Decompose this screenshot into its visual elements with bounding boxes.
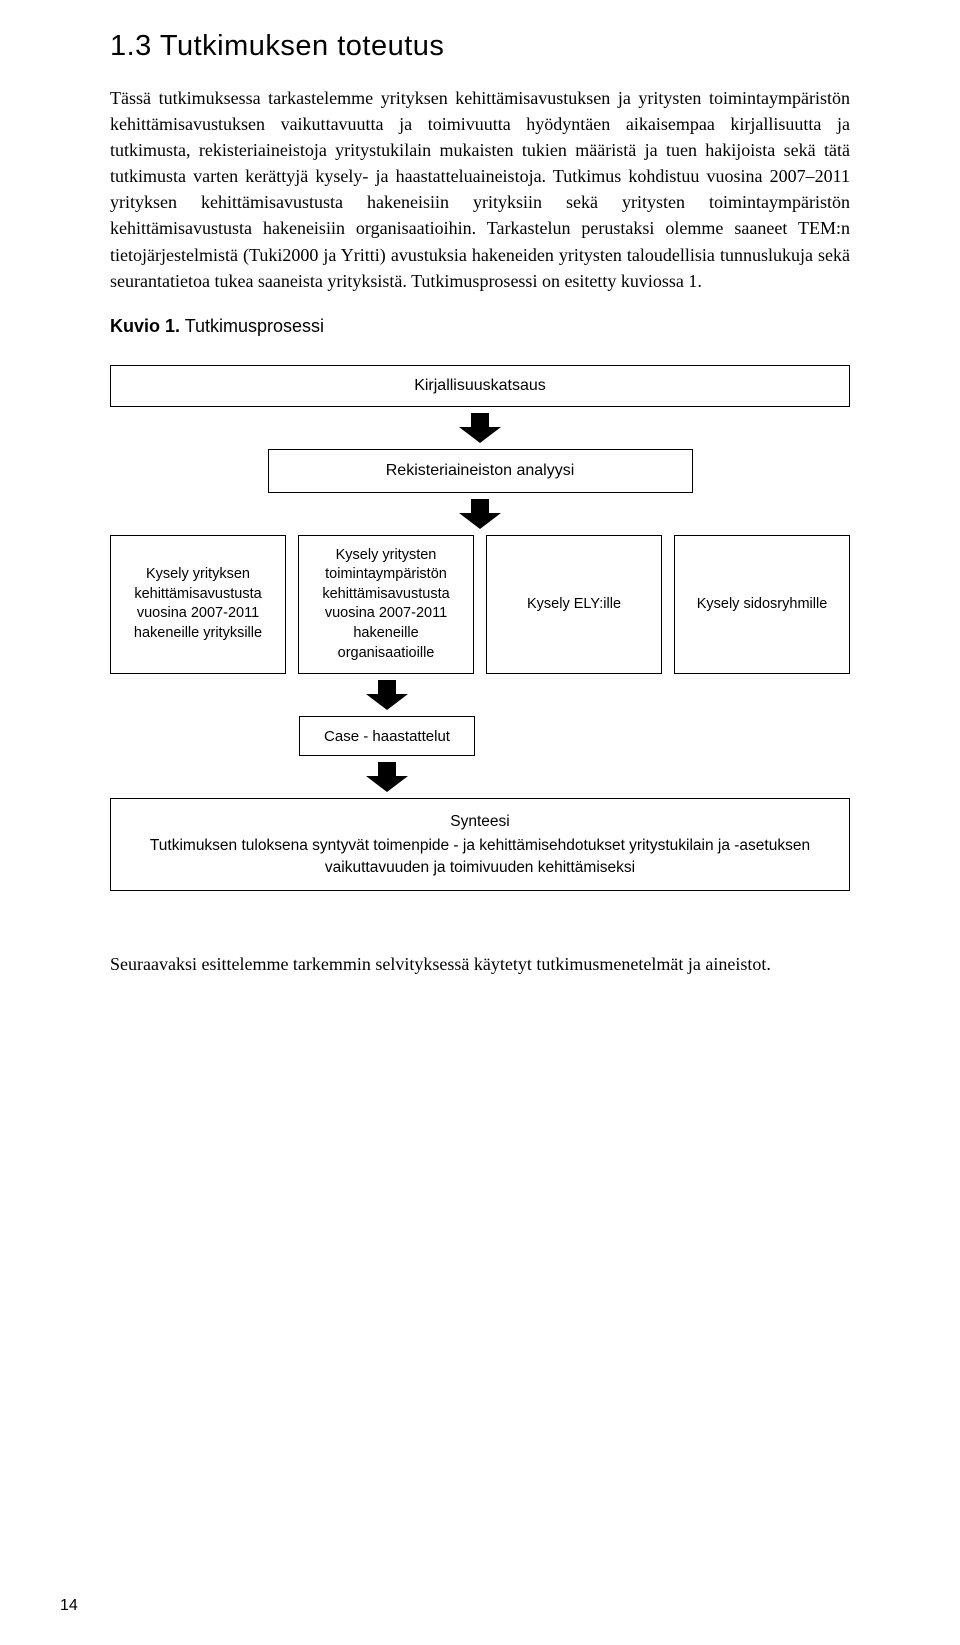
- section-heading: 1.3 Tutkimuksen toteutus: [110, 30, 850, 63]
- figure-label-title: Tutkimusprosessi: [180, 316, 324, 336]
- flow-step-2: Rekisteriaineiston analyysi: [268, 449, 693, 493]
- arrow-icon: [366, 762, 408, 792]
- flow-box-synthesis: Synteesi Tutkimuksen tuloksena syntyvät …: [110, 798, 850, 891]
- page-number: 14: [60, 1597, 78, 1615]
- synthesis-title: Synteesi: [131, 811, 829, 833]
- flow-step-1: Kirjallisuuskatsaus: [110, 365, 850, 407]
- flow-box-survey-orgs: Kysely yritysten toimintaympäristön kehi…: [298, 535, 474, 674]
- synthesis-body: Tutkimuksen tuloksena syntyvät toimenpid…: [150, 837, 810, 876]
- arrow-icon: [459, 499, 501, 529]
- figure-label: Kuvio 1. Tutkimusprosessi: [110, 316, 850, 337]
- closing-paragraph: Seuraavaksi esittelemme tarkemmin selvit…: [110, 951, 850, 977]
- figure-label-number: Kuvio 1.: [110, 316, 180, 336]
- flow-box-case: Case - haastattelut: [299, 716, 475, 756]
- flow-row-parallel: Kysely yrityksen kehittämisavustusta vuo…: [110, 535, 850, 674]
- arrow-row: [110, 674, 850, 716]
- flowchart: Kirjallisuuskatsaus Rekisteriaineiston a…: [110, 365, 850, 891]
- flow-case-row: Case - haastattelut: [110, 716, 850, 756]
- arrow-icon: [459, 413, 501, 443]
- flow-box-survey-companies: Kysely yrityksen kehittämisavustusta vuo…: [110, 535, 286, 674]
- arrow-row: [110, 756, 850, 798]
- flow-box-survey-ely: Kysely ELY:ille: [486, 535, 662, 674]
- arrow-icon: [366, 680, 408, 710]
- flow-box-survey-stakeholders: Kysely sidosryhmille: [674, 535, 850, 674]
- body-paragraph: Tässä tutkimuksessa tarkastelemme yrityk…: [110, 85, 850, 294]
